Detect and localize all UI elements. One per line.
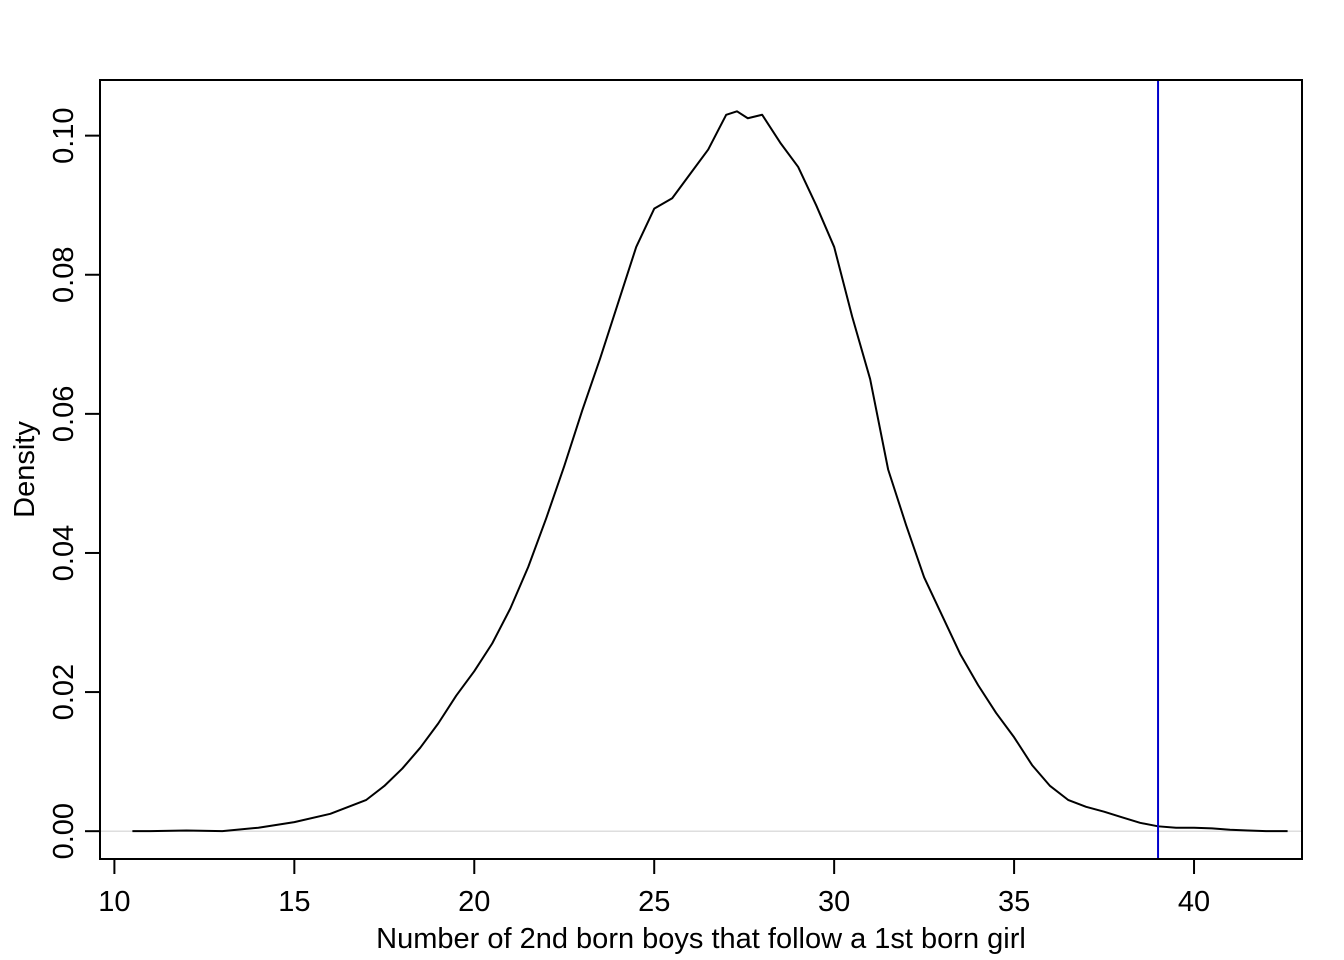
x-axis: 10 15 20 25 30 35 40 xyxy=(98,858,1210,918)
y-axis: 0.00 0.02 0.04 0.06 0.08 0.10 xyxy=(48,107,101,859)
y-tick-label: 0.02 xyxy=(48,664,80,720)
y-tick-label: 0.00 xyxy=(48,803,80,859)
x-tick-label: 20 xyxy=(458,886,490,918)
x-tick-label: 30 xyxy=(818,886,850,918)
x-tick-label: 40 xyxy=(1178,886,1210,918)
density-curve xyxy=(132,110,1288,833)
y-tick-label: 0.08 xyxy=(48,247,80,303)
y-tick-label: 0.04 xyxy=(48,525,80,581)
x-tick-label: 35 xyxy=(998,886,1030,918)
x-axis-title: Number of 2nd born boys that follow a 1s… xyxy=(376,923,1026,955)
x-tick-label: 15 xyxy=(278,886,310,918)
x-tick-label: 10 xyxy=(98,886,130,918)
x-tick-label: 25 xyxy=(638,886,670,918)
y-axis-title: Density xyxy=(9,421,41,518)
y-tick-label: 0.06 xyxy=(48,386,80,442)
y-tick-label: 0.10 xyxy=(48,107,80,163)
